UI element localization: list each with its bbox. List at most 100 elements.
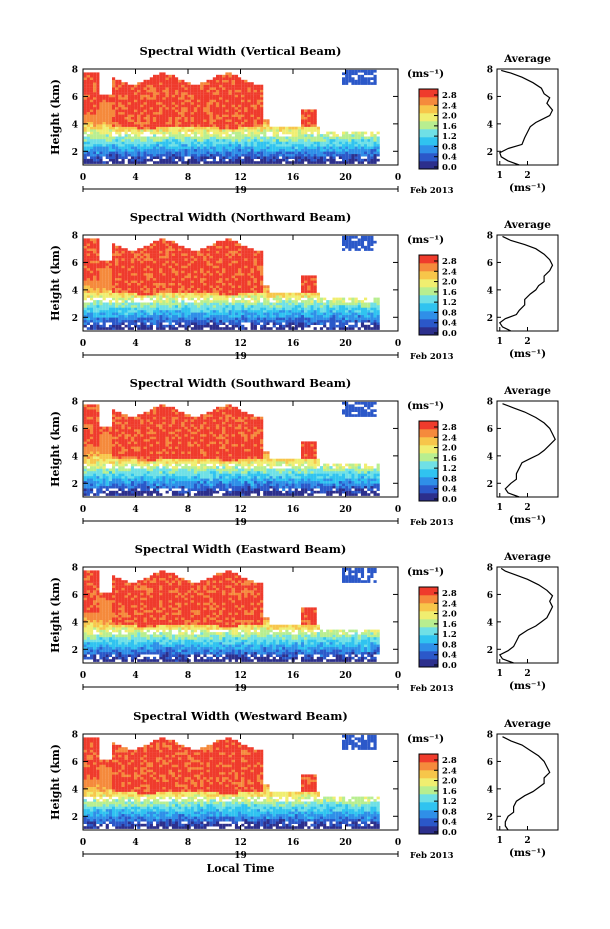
heatmap-cell [127, 102, 131, 105]
heatmap-cell [171, 74, 176, 78]
heatmap-cell [124, 106, 128, 110]
heatmap-cell [301, 156, 305, 159]
heatmap-cell [127, 307, 131, 311]
heatmap-cell [206, 319, 210, 323]
heatmap-cell [247, 151, 251, 155]
heatmap-cell [134, 295, 138, 298]
heatmap-cell [162, 72, 166, 76]
heatmap-cell [96, 250, 100, 254]
heatmap-cell [260, 268, 264, 271]
heatmap-cell [279, 305, 283, 308]
heatmap-cell [83, 99, 87, 103]
heatmap-cell [96, 240, 100, 244]
heatmap-cell [159, 295, 163, 298]
colorbar-tick-label: 0.8 [442, 142, 457, 152]
heatmap-cell [219, 302, 223, 306]
heatmap-cell [206, 102, 210, 105]
heatmap-cell [130, 270, 135, 274]
heatmap-cell [165, 307, 169, 311]
heatmap-cell [373, 240, 377, 244]
heatmap-cell [247, 153, 251, 157]
heatmap-cell [200, 134, 204, 137]
heatmap-cell [171, 255, 176, 259]
heatmap-cell [307, 297, 311, 301]
heatmap-cell [294, 319, 298, 323]
heatmap-cell [99, 290, 103, 293]
heatmap-cell [238, 290, 242, 293]
heatmap-cell [90, 82, 94, 85]
heatmap-cell [137, 151, 141, 155]
heatmap-cell [112, 255, 116, 259]
heatmap-cell [256, 106, 261, 110]
heatmap-cell [256, 153, 261, 157]
heatmap-cell [156, 268, 160, 271]
heatmap-cell [288, 305, 292, 308]
heatmap-cell [168, 126, 172, 130]
x-tick-label: 0 [80, 339, 86, 349]
heatmap-cell [272, 317, 276, 321]
heatmap-cell [301, 317, 305, 321]
heatmap-cell [367, 153, 371, 157]
heatmap-cell [250, 317, 254, 321]
heatmap-cell [256, 141, 261, 145]
heatmap-cell [241, 287, 245, 291]
heatmap-cell [313, 282, 317, 286]
heatmap-cell [370, 151, 374, 155]
heatmap-cell [203, 131, 207, 135]
heatmap-cell [238, 89, 242, 93]
heatmap-cell [156, 153, 160, 157]
heatmap-cell [118, 102, 122, 105]
heatmap-cell [86, 295, 90, 298]
heatmap-cell [200, 126, 204, 130]
heatmap-cell [127, 250, 131, 254]
heatmap-cell [83, 111, 87, 115]
heatmap-cell [212, 253, 216, 256]
heatmap-cell [241, 314, 245, 318]
heatmap-cell [140, 126, 144, 130]
heatmap-cell [228, 290, 232, 293]
heatmap-cell [165, 129, 169, 132]
heatmap-cell [360, 243, 365, 246]
heatmap-cell [216, 129, 220, 132]
heatmap-cell [316, 309, 320, 313]
heatmap-cell [301, 126, 305, 130]
heatmap-cell [137, 327, 141, 330]
heatmap-cell [313, 312, 317, 316]
heatmap-cell [156, 79, 160, 83]
heatmap-cell [159, 84, 163, 88]
heatmap-cell [364, 248, 368, 251]
heatmap-cell [162, 151, 166, 155]
heatmap-cell [304, 305, 308, 308]
heatmap-cell [228, 146, 232, 150]
heatmap-cell [253, 97, 257, 100]
heatmap-cell [206, 156, 210, 159]
heatmap-cell [209, 285, 213, 288]
heatmap-cell [137, 277, 141, 281]
heatmap-cell [250, 114, 254, 117]
heatmap-cell [156, 116, 160, 120]
heatmap-cell [250, 136, 254, 140]
heatmap-cell [313, 292, 317, 296]
heatmap-cell [137, 141, 141, 145]
heatmap-cell [127, 92, 131, 95]
heatmap-cell [253, 156, 257, 159]
heatmap-cell [175, 268, 179, 271]
heatmap-cell [310, 277, 314, 281]
heatmap-cell [319, 314, 324, 318]
heatmap-cell [130, 327, 135, 330]
heatmap-cell [105, 161, 109, 164]
heatmap-cell [206, 104, 210, 108]
heatmap-cell [83, 77, 87, 80]
heatmap-cell [351, 307, 355, 311]
heatmap-cell [373, 305, 377, 308]
heatmap-cell [190, 139, 194, 142]
heatmap-cell [162, 324, 166, 328]
heatmap-cell [203, 129, 207, 132]
heatmap-cell [241, 280, 245, 283]
heatmap-cell [203, 134, 207, 137]
heatmap-cell [190, 285, 194, 288]
heatmap-cell [118, 97, 122, 100]
heatmap-cell [335, 307, 339, 311]
heatmap-cell [121, 119, 125, 122]
heatmap-cell [190, 141, 194, 145]
